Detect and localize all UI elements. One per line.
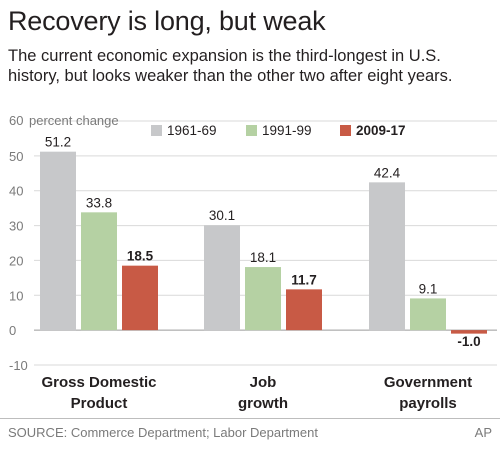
credit-label: AP [474,425,492,440]
y-tick-label: 50 [9,149,23,164]
category-label: Product [71,395,128,412]
y-tick-label: 0 [9,323,16,338]
bar-1991-99 [245,267,281,331]
legend-label: 2009-17 [356,123,406,138]
bar-2009-17 [451,330,487,334]
bar-1961-69 [40,151,76,331]
bar-1961-69 [369,182,405,331]
bar-2009-17 [286,289,322,331]
data-label: 9.1 [419,281,438,296]
legend-label: 1961-69 [167,123,217,138]
category-label: growth [238,395,288,412]
data-label: 11.7 [291,272,317,287]
chart-title: Recovery is long, but weak [8,6,326,36]
y-axis-label: percent change [29,113,119,128]
data-label: 33.8 [86,195,112,210]
bar-2009-17 [122,265,158,331]
data-label: 18.1 [250,250,276,265]
y-tick-label: 20 [9,253,23,268]
data-label: 42.4 [374,165,401,180]
y-tick-label: 60 [9,113,23,128]
chart-subtitle: The current economic expansion is the th… [8,47,453,85]
legend-swatch-1961-69 [151,125,162,136]
legend-label: 1991-99 [262,123,312,138]
legend-swatch-1991-99 [246,125,257,136]
category-label: Job [250,374,277,391]
bar-1991-99 [410,298,446,331]
data-label: 18.5 [127,249,154,264]
data-label: -1.0 [457,334,480,349]
bar-1961-69 [204,225,240,331]
y-tick-label: -10 [9,358,28,373]
data-label: 51.2 [45,135,71,150]
category-label: payrolls [399,395,457,412]
data-label: 30.1 [209,208,235,223]
category-label: Gross Domestic [41,374,156,391]
footer-divider [0,418,500,419]
y-tick-label: 10 [9,288,23,303]
category-label: Government [384,374,472,391]
y-tick-label: 30 [9,219,23,234]
bar-1991-99 [81,212,117,331]
legend-swatch-2009-17 [340,125,351,136]
source-note: SOURCE: Commerce Department; Labor Depar… [8,425,318,440]
y-tick-label: 40 [9,184,23,199]
bar-chart: -10 0 10 20 30 40 50 60 percent change 51.2 30.1 42… [9,113,497,412]
